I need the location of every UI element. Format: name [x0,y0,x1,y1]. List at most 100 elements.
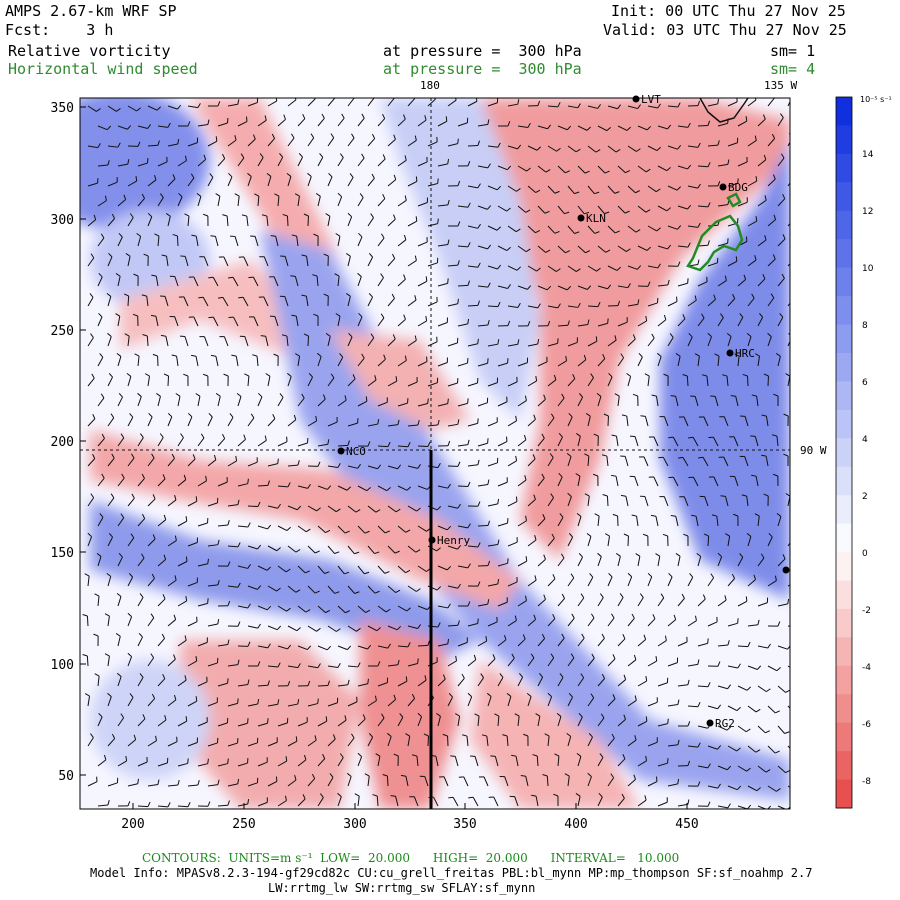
wind-barb [667,105,678,108]
wind-barb [397,318,406,327]
wind-barb [307,505,317,512]
wind-barb-tick [717,180,721,187]
wind-barb-tick [177,138,180,145]
wind-barb [547,417,555,427]
wind-barb [107,536,114,547]
wind-barb [777,117,784,127]
wind-barb-tick [123,293,129,297]
wind-barb-tick [760,553,765,559]
wind-barb-tick [191,354,197,357]
wind-barb-tick [590,373,594,378]
wind-barb [517,600,527,607]
wind-barb [707,745,718,750]
wind-barb-tick [586,126,591,131]
wind-barb-tick [554,753,560,757]
wind-barb-tick [626,248,631,252]
wind-barb [537,398,546,407]
wind-barb-tick [711,514,717,517]
wind-barb [677,356,681,367]
wind-barb [567,305,578,308]
wind-barb-tick [332,734,336,740]
wind-barb-tick [461,673,465,679]
wind-barb [677,205,688,210]
wind-barb [87,497,95,507]
wind-barb [337,485,348,491]
wind-barb [187,142,198,147]
wind-barb-tick [248,276,254,279]
wind-barb [377,158,386,167]
wind-barb-tick [107,160,110,166]
wind-barb-tick [601,673,606,679]
wind-barb [287,99,297,107]
meridian-135w-label: 135 W [764,79,798,92]
wind-barb-tick [237,542,241,548]
wind-barb-tick [733,513,739,517]
wind-barb-tick [764,235,767,241]
wind-barb-tick [387,441,391,447]
wind-barb [155,316,159,327]
wind-barb-tick [197,103,201,108]
wind-barb [137,198,145,207]
wind-barb [157,762,168,767]
wind-barb-tick [631,514,637,517]
wind-barb-tick [727,684,732,690]
wind-barb-tick [657,263,661,269]
wind-barb [177,479,187,487]
wind-barb [687,299,697,307]
wind-barb-tick [99,513,104,518]
wind-barb-tick [617,104,622,110]
wind-barb [577,796,581,807]
wind-barb [527,265,537,272]
wind-barb-tick [542,774,548,777]
wind-barb-tick [584,493,590,497]
wind-barb-tick [91,373,95,379]
colorbar-label: 0 [862,549,868,559]
wind-barb-tick [392,253,396,259]
wind-barb-tick [807,806,810,810]
wind-barb-tick [163,373,169,377]
wind-barb [757,316,764,327]
wind-barb [217,763,228,767]
wind-barb-tick [137,392,142,397]
wind-barb [117,556,123,567]
colorbar-label: 2 [862,492,868,502]
wind-barb [787,141,790,147]
wind-barb-tick [694,353,700,357]
wind-barb-tick [111,453,115,459]
wind-barb-tick [720,495,726,497]
wind-barb [207,701,218,707]
wind-barb [377,358,386,367]
wind-barb [587,536,592,547]
wind-barb [597,516,600,527]
wind-barb [497,601,508,607]
wind-barb [547,657,555,667]
wind-barb [587,617,595,627]
wind-barb-tick [127,159,130,165]
wind-barb-tick [635,553,641,557]
wind-barb [697,642,708,647]
wind-barb-tick [393,753,399,757]
wind-barb-tick [698,456,704,459]
wind-barb [487,462,498,467]
wind-barb-tick [358,312,363,318]
wind-barb [347,378,356,387]
wind-barb-tick [282,213,288,217]
wind-barb-tick [106,572,112,577]
wind-barb [347,137,355,147]
wind-barb-tick [344,530,350,534]
wind-barb-tick [267,524,272,530]
wind-barb [637,680,647,687]
wind-barb [467,696,473,707]
wind-barb [187,700,198,707]
wind-barb [337,236,341,247]
wind-barb-tick [329,773,334,778]
wind-barb [317,565,325,574]
wind-barb-tick [252,354,258,357]
wind-barb-tick [675,353,681,357]
wind-barb [517,638,526,647]
wind-barb-tick [620,353,625,359]
wind-barb [174,316,179,327]
wind-barb [767,336,772,347]
wind-barb-tick [178,192,183,198]
wind-barb-tick [736,706,741,711]
